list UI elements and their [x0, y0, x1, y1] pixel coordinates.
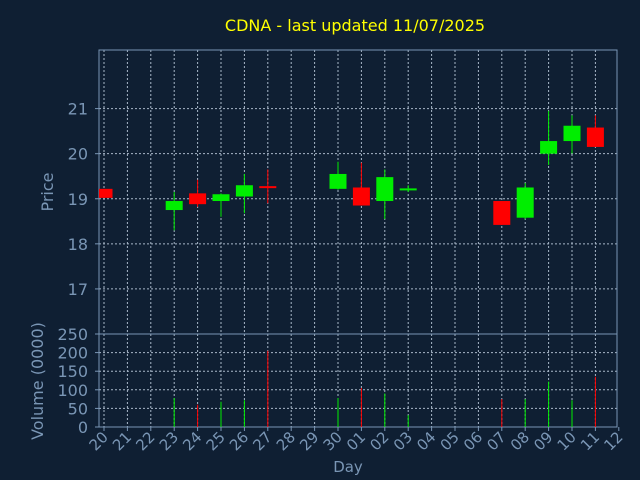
price-tick-label: 18 [68, 235, 88, 254]
candle-body [516, 187, 534, 218]
candle-body [189, 193, 207, 205]
candle-27 [259, 169, 277, 204]
candle-08 [516, 182, 534, 220]
candle-10 [563, 115, 581, 154]
x-tick-label: 05 [437, 428, 463, 454]
x-tick-label: 08 [507, 428, 533, 454]
price-tick-label: 21 [68, 100, 88, 119]
candle-body [399, 188, 417, 191]
x-tick-label: 29 [296, 428, 322, 454]
candle-body [235, 185, 253, 197]
candle-07 [493, 201, 511, 225]
volume-tick-label: 150 [57, 362, 88, 381]
candle-body [563, 125, 581, 142]
x-tick-label: 12 [600, 428, 626, 454]
candle-24 [189, 179, 207, 207]
x-tick-label: 07 [483, 428, 509, 454]
candle-11 [586, 115, 604, 147]
x-tick-label: 10 [554, 428, 580, 454]
candle-body [352, 187, 370, 206]
x-tick-label: 26 [226, 428, 252, 454]
candle-body [99, 188, 113, 198]
candle-03 [399, 185, 417, 192]
x-tick-label: 01 [343, 428, 369, 454]
volume-panel-frame [98, 333, 618, 428]
volume-tick-label: 100 [57, 381, 88, 400]
x-tick-label: 25 [203, 428, 229, 454]
candle-20 [99, 188, 113, 198]
volume-bars [173, 350, 596, 427]
price-axis-label: Price [38, 172, 57, 211]
price-tick-label: 20 [68, 145, 88, 164]
x-tick-label: 22 [132, 428, 158, 454]
volume-tick-label: 50 [68, 399, 88, 418]
candle-body [259, 186, 277, 189]
candle-01 [352, 162, 370, 206]
volume-tick-label: 200 [57, 344, 88, 363]
x-tick-label: 09 [530, 428, 556, 454]
candle-02 [376, 169, 394, 220]
candle-09 [540, 110, 558, 165]
volume-axis-label: Volume (0000) [28, 322, 47, 440]
x-tick-label: 24 [179, 428, 205, 454]
candle-26 [235, 173, 253, 214]
candle-30 [329, 161, 347, 190]
price-tick-label: 19 [68, 190, 88, 209]
candle-25 [212, 193, 230, 217]
candle-body [586, 127, 604, 147]
volume-tick-label: 250 [57, 325, 88, 344]
x-tick-label: 04 [413, 428, 439, 454]
candle-body [165, 201, 183, 211]
x-tick-label: 03 [390, 428, 416, 454]
price-candles [99, 110, 604, 231]
price-tick-label: 17 [68, 280, 88, 299]
x-tick-label: 20 [86, 428, 112, 454]
x-tick-label: 30 [320, 428, 346, 454]
plot-frame [98, 49, 618, 428]
candle-body [212, 194, 230, 202]
x-axis-label: Day [333, 458, 363, 476]
volume-tick-label: 0 [78, 418, 88, 437]
x-axis-ticks: 2021222324252627282930010203040506070809… [86, 427, 627, 454]
candle-body [329, 173, 347, 189]
candle-body [376, 177, 394, 202]
x-tick-label: 02 [366, 428, 392, 454]
x-tick-label: 28 [273, 428, 299, 454]
grid-lines [99, 50, 617, 427]
chart-title: CDNA - last updated 11/07/2025 [225, 16, 485, 35]
candle-body [493, 201, 511, 225]
x-tick-label: 27 [249, 428, 275, 454]
x-tick-label: 11 [577, 428, 603, 454]
x-tick-label: 06 [460, 428, 486, 454]
x-tick-label: 21 [109, 428, 135, 454]
candle-body [540, 141, 558, 154]
x-tick-label: 23 [156, 428, 182, 454]
candle-23 [165, 192, 183, 231]
